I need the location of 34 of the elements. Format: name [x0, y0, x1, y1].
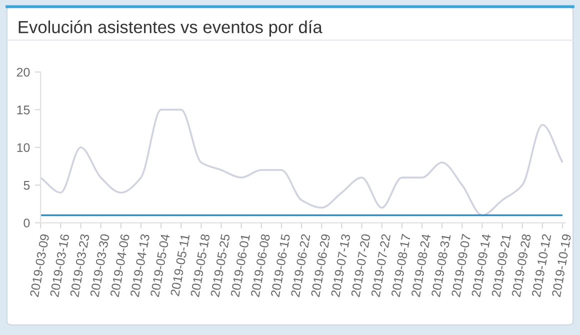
- x-tick-label: 2019-07-22: [370, 234, 391, 298]
- x-tick-label: 2019-10-19: [552, 234, 572, 298]
- x-tick-label: 2019-08-24: [411, 234, 431, 298]
- x-tick-label: 2019-03-09: [30, 234, 50, 298]
- x-tick-label: 2019-06-01: [230, 234, 250, 298]
- x-tick-label: 2019-05-18: [190, 234, 210, 298]
- x-tick-label: 2019-09-28: [511, 234, 532, 298]
- x-tick-label: 2019-09-07: [451, 234, 471, 298]
- chart-title: Evolución asistentes vs eventos por día: [18, 20, 322, 37]
- x-tick-label: 2019-03-16: [50, 234, 70, 298]
- x-tick-label: 2019-07-20: [350, 234, 371, 298]
- x-tick-label: 2019-06-15: [270, 234, 290, 298]
- line-series: [40, 108, 564, 216]
- y-tick-label: 15: [17, 106, 30, 114]
- x-tick-label: 2019-06-22: [290, 234, 310, 298]
- x-tick-label: 2019-05-25: [210, 234, 230, 298]
- x-tick-label: 2019-08-17: [391, 234, 411, 298]
- x-tick-label: 2019-05-11: [170, 234, 190, 296]
- x-tick-label: 2019-05-04: [150, 234, 170, 298]
- x-tick-label: 2019-07-13: [330, 234, 350, 298]
- y-tick-label: 5: [24, 181, 30, 190]
- x-tick-label: 2019-10-12: [532, 234, 552, 298]
- x-tick-label: 2019-03-30: [90, 234, 110, 298]
- y-tick-label: 0: [24, 218, 30, 228]
- x-tick-label: 2019-03-23: [70, 234, 90, 298]
- x-tick-label: 2019-09-21: [491, 234, 512, 298]
- x-tick-label: 2019-09-14: [471, 234, 491, 298]
- x-tick-label: 2019-06-29: [310, 234, 330, 298]
- x-tick-label: 2019-08-31: [431, 234, 451, 298]
- y-tick-label: 10: [17, 143, 30, 152]
- x-tick-label: 2019-04-13: [130, 234, 150, 298]
- y-tick-label: 20: [16, 68, 30, 77]
- x-tick-label: 2019-06-08: [250, 234, 270, 298]
- x-tick-label: 2019-04-06: [110, 234, 130, 298]
